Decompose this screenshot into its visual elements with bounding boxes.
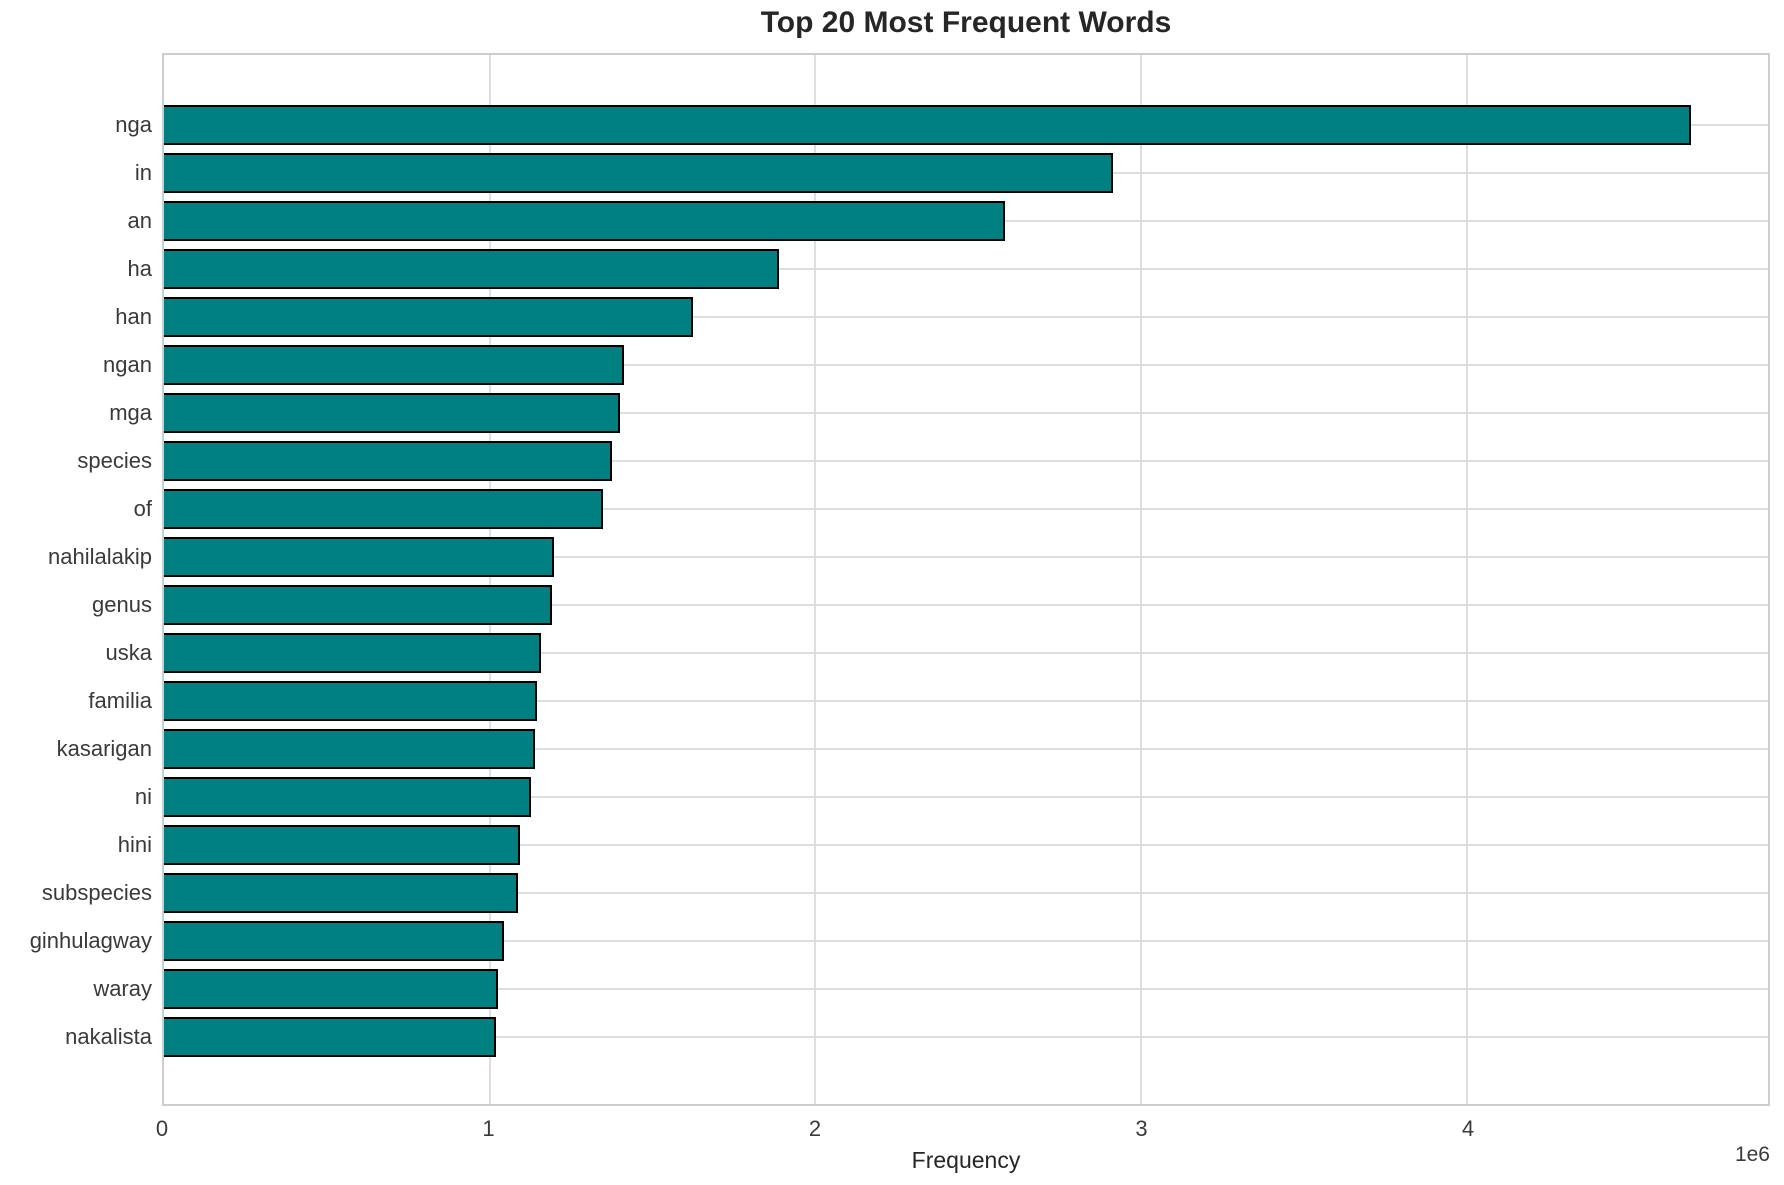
gridline-vertical <box>814 55 817 1104</box>
gridline-horizontal <box>164 892 1768 894</box>
bar <box>164 921 505 961</box>
y-tick-label: han <box>115 304 152 329</box>
gridline-vertical <box>1140 55 1143 1104</box>
x-axis-offset-label: 1e6 <box>1734 1143 1770 1166</box>
gridline-horizontal <box>164 748 1768 750</box>
gridline-horizontal <box>164 508 1768 510</box>
chart-row: mga <box>109 389 1768 437</box>
chart-row: ginhulagway <box>30 917 1768 965</box>
chart-row: ha <box>128 245 1768 293</box>
bar <box>164 777 532 817</box>
y-tick-label: in <box>134 160 152 185</box>
bar <box>164 1017 496 1057</box>
gridline-horizontal <box>164 604 1768 606</box>
gridline-horizontal <box>164 268 1768 270</box>
y-tick-label: mga <box>109 400 152 425</box>
chart-row: nakalista <box>65 1013 1768 1061</box>
y-tick-label: uska <box>105 640 152 665</box>
bar <box>164 153 1113 193</box>
y-tick-label: familia <box>88 688 152 713</box>
y-tick-label: hini <box>117 832 152 857</box>
gridline-horizontal <box>164 652 1768 654</box>
bar <box>164 249 779 289</box>
chart-row: subspecies <box>42 869 1768 917</box>
bar <box>164 729 536 769</box>
x-tick-label: 0 <box>155 1116 169 1141</box>
x-axis-label: Frequency <box>911 1147 1021 1173</box>
bar <box>164 441 612 481</box>
gridline-horizontal <box>164 1036 1768 1038</box>
bar <box>164 105 1692 145</box>
bar <box>164 489 604 529</box>
chart-row: nga <box>115 101 1768 149</box>
chart-row: uska <box>106 629 1768 677</box>
gridline-horizontal <box>164 988 1768 990</box>
gridline-horizontal <box>164 940 1768 942</box>
y-tick-label: kasarigan <box>56 736 152 761</box>
gridline-horizontal <box>164 556 1768 558</box>
gridline-vertical <box>1465 55 1468 1104</box>
y-tick-label: genus <box>92 592 152 617</box>
gridline-horizontal <box>164 844 1768 846</box>
y-tick-label: waray <box>93 976 152 1001</box>
bar <box>164 633 542 673</box>
gridline-horizontal <box>164 364 1768 366</box>
gridline-horizontal <box>164 460 1768 462</box>
gridline-vertical <box>488 55 491 1104</box>
bar <box>164 585 553 625</box>
chart-row: in <box>135 149 1768 197</box>
y-tick-label: of <box>133 496 152 521</box>
y-tick-label: species <box>77 448 152 473</box>
y-tick-label: an <box>127 208 152 233</box>
y-tick-label: ginhulagway <box>29 928 152 953</box>
chart-row: species <box>77 437 1768 485</box>
chart-title: Top 20 Most Frequent Words <box>760 6 1172 39</box>
chart-row: kasarigan <box>57 725 1768 773</box>
bar <box>164 393 620 433</box>
gridline-horizontal <box>164 796 1768 798</box>
bar <box>164 825 521 865</box>
chart-row: han <box>115 293 1768 341</box>
gridline-horizontal <box>164 412 1768 414</box>
bar <box>164 201 1005 241</box>
y-tick-label: ha <box>127 256 152 281</box>
bar <box>164 873 518 913</box>
bar <box>164 969 498 1009</box>
chart-row: ngan <box>103 341 1768 389</box>
y-tick-label: ni <box>134 784 152 809</box>
gridline-horizontal <box>164 316 1768 318</box>
y-tick-label: nga <box>115 112 152 137</box>
bar <box>164 297 693 337</box>
chart-row: ni <box>135 773 1768 821</box>
x-tick-label: 2 <box>808 1116 822 1141</box>
chart-row: of <box>134 485 1768 533</box>
chart-row: hini <box>118 821 1768 869</box>
y-tick-label: nakalista <box>65 1024 152 1049</box>
chart-row: nahilalakip <box>48 533 1768 581</box>
bar-rows: nga in an ha han ngan mga species of nahilalakip g… <box>30 55 1768 1104</box>
bar <box>164 537 554 577</box>
chart-row: familia <box>88 677 1768 725</box>
plot-area: nga in an ha han ngan mga species of nahilalakip g… <box>30 53 1770 1106</box>
chart-row: an <box>128 197 1768 245</box>
x-tick-label: 4 <box>1461 1116 1475 1141</box>
y-tick-label: subspecies <box>41 880 152 905</box>
chart-row: waray <box>93 965 1768 1013</box>
bar <box>164 681 537 721</box>
x-tick-label: 1 <box>482 1116 495 1141</box>
gridline-horizontal <box>164 700 1768 702</box>
y-tick-label: ngan <box>103 352 152 377</box>
x-tick-label: 3 <box>1135 1116 1148 1141</box>
y-tick-label: nahilalakip <box>48 544 152 569</box>
chart-row: genus <box>92 581 1768 629</box>
bar <box>164 345 624 385</box>
